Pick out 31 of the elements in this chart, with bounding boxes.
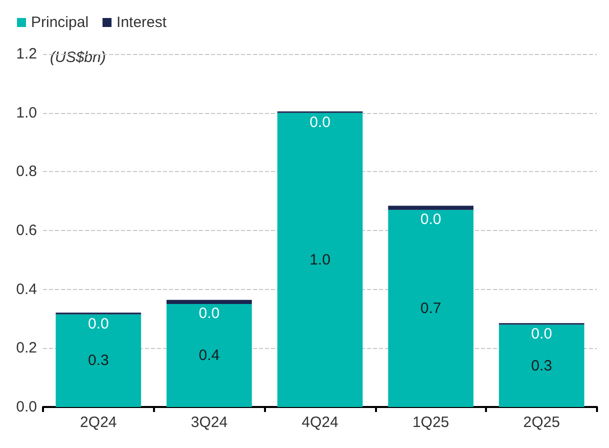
data-label: 0.0 (420, 210, 442, 228)
data-label: 0.7 (420, 300, 442, 317)
x-tick-label: 2Q24 (80, 414, 117, 431)
data-label: 0.0 (88, 315, 109, 332)
bar (277, 112, 363, 407)
bar (498, 324, 584, 407)
y-tick-label: 0.0 (16, 398, 37, 416)
data-label: 0.3 (88, 352, 109, 370)
data-label: 0.3 (531, 357, 552, 374)
x-tick-label: 2Q25 (523, 414, 560, 431)
legend-label: Interest (116, 14, 168, 31)
y-tick-label: 0.6 (16, 222, 37, 239)
bar (166, 304, 252, 407)
data-label: 0.4 (198, 347, 220, 364)
y-tick-label: 1.2 (16, 46, 37, 62)
x-tick-label: 3Q24 (190, 414, 228, 431)
y-tick-label: 0.4 (16, 280, 37, 298)
x-tick-label: 1Q25 (412, 414, 450, 431)
bar (388, 206, 474, 210)
data-label: 1.0 (310, 251, 330, 268)
bar (388, 210, 474, 407)
bar (166, 300, 252, 304)
data-label: 0.0 (531, 326, 552, 343)
bar (56, 314, 142, 407)
y-tick-label: 0.2 (16, 340, 37, 357)
legend-label: Principal (31, 14, 89, 31)
y-tick-label: 0.8 (16, 163, 37, 180)
y-tick-label: 1.0 (16, 104, 37, 122)
x-tick-label: 4Q24 (302, 414, 338, 431)
data-label: 0.0 (198, 305, 220, 322)
data-label: 0.0 (310, 114, 330, 131)
